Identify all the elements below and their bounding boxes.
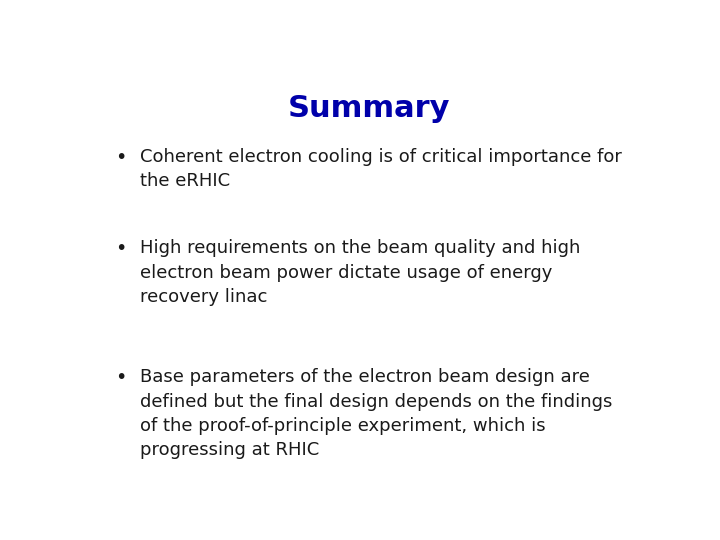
Text: High requirements on the beam quality and high
electron beam power dictate usage: High requirements on the beam quality an… (140, 239, 580, 306)
Text: Base parameters of the electron beam design are
defined but the final design dep: Base parameters of the electron beam des… (140, 368, 613, 459)
Text: •: • (115, 368, 127, 387)
Text: •: • (115, 148, 127, 167)
Text: •: • (115, 239, 127, 259)
Text: Coherent electron cooling is of critical importance for
the eRHIC: Coherent electron cooling is of critical… (140, 148, 622, 190)
Text: Summary: Summary (288, 94, 450, 123)
